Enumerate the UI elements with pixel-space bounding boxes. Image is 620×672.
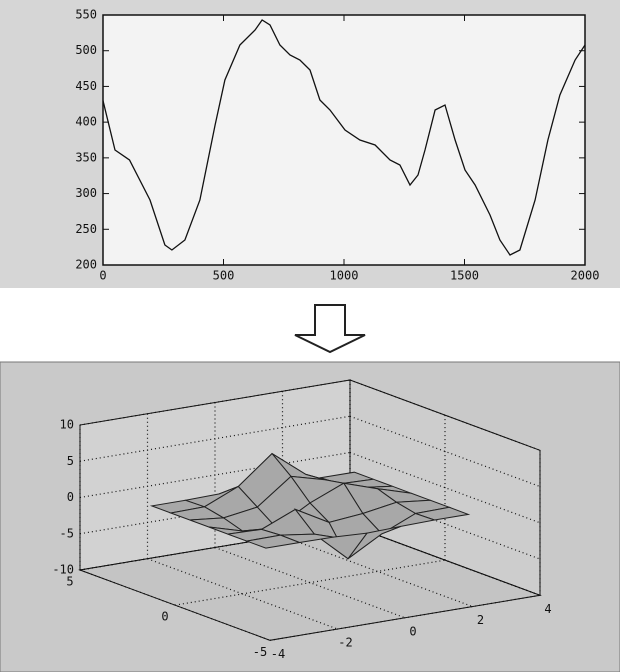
y-tick-label: 500	[75, 43, 97, 57]
figure: 0500100015002000200250300350400450500550…	[0, 0, 620, 672]
x-tick-label: 2	[477, 613, 484, 627]
y-tick-label: 350	[75, 150, 97, 164]
z-tick-label: 5	[67, 454, 74, 468]
y-tick-label: 550	[75, 8, 97, 22]
plot-area	[103, 15, 585, 265]
z-tick-label: 10	[60, 418, 74, 432]
x-tick-label: -2	[338, 636, 352, 650]
x-tick-label: 2000	[571, 269, 600, 283]
y-tick-label: 5	[66, 575, 73, 589]
z-tick-label: 0	[67, 490, 74, 504]
z-tick-label: -5	[60, 526, 74, 540]
y-tick-label: 300	[75, 186, 97, 200]
y-tick-label: 200	[75, 258, 97, 272]
x-tick-label: 500	[213, 269, 235, 283]
y-tick-label: 250	[75, 222, 97, 236]
down-arrow	[295, 305, 365, 352]
y-tick-label: -5	[253, 645, 267, 659]
y-tick-label: 400	[75, 115, 97, 129]
x-tick-label: 4	[544, 602, 551, 616]
y-tick-label: 450	[75, 79, 97, 93]
x-tick-label: 1500	[450, 269, 479, 283]
x-tick-label: 0	[409, 624, 416, 638]
x-tick-label: -4	[271, 647, 285, 661]
y-tick-label: 0	[161, 610, 168, 624]
x-tick-label: 0	[99, 269, 106, 283]
x-tick-label: 1000	[330, 269, 359, 283]
